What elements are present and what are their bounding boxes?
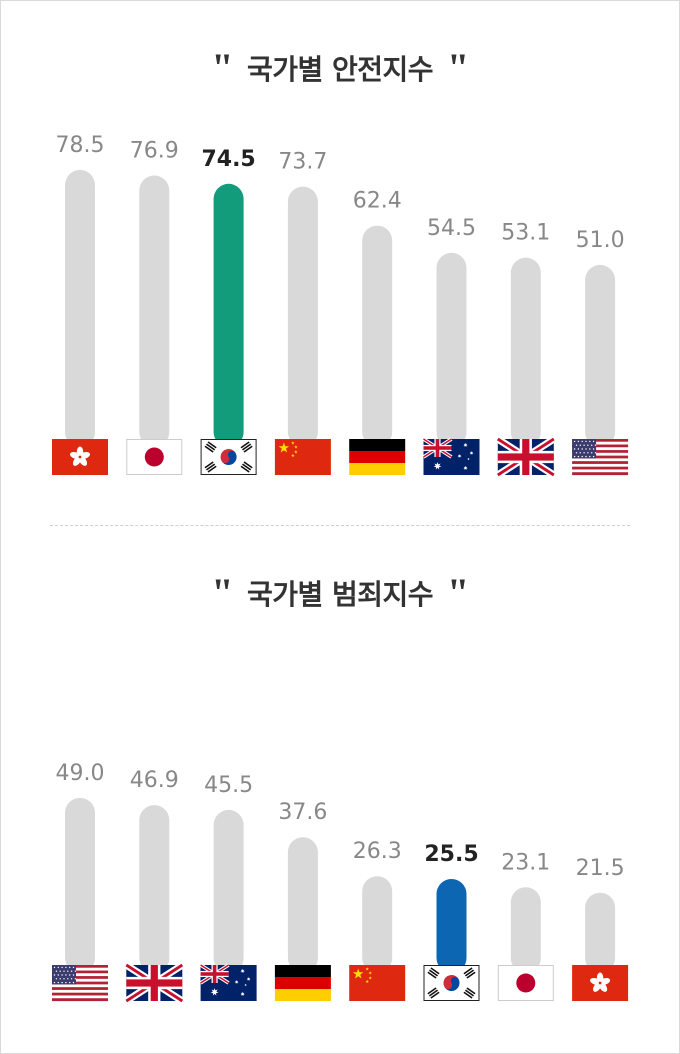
bar-south-korea <box>213 183 244 448</box>
value-label-australia: 54.5 <box>427 216 476 241</box>
value-label-hong-kong: 21.5 <box>576 856 625 881</box>
close-quote-mark: " <box>447 45 469 90</box>
united-states-flag-icon <box>572 439 629 476</box>
hong-kong-flag-icon <box>52 439 108 475</box>
bar-japan <box>139 175 170 447</box>
section-divider <box>50 525 630 526</box>
bar-hong-kong <box>65 170 95 447</box>
crime-index-bar-chart: 49.0 46.9 45.5 37.6 26.3 25.5 23.1 21.5 <box>52 761 629 1005</box>
crime-index-title: " 국가별 범죄지수 " <box>0 573 680 613</box>
open-quote-mark: " <box>211 45 233 90</box>
australia-flag-icon <box>422 437 480 475</box>
crime-index-title-text: 국가별 범죄지수 <box>246 578 434 611</box>
value-label-united-kingdom: 53.1 <box>501 221 550 246</box>
bar-united-states <box>585 264 616 447</box>
united-states-flag-icon <box>52 965 108 1002</box>
germany-flag-icon <box>349 439 406 475</box>
bar-germany <box>362 225 393 447</box>
value-label-united-kingdom: 46.9 <box>130 768 179 793</box>
value-label-hong-kong: 78.5 <box>56 133 105 158</box>
bar-germany <box>287 837 318 973</box>
bar-united-kingdom <box>139 805 170 973</box>
value-label-japan: 23.1 <box>501 850 550 875</box>
united-kingdom-flag-icon <box>124 961 185 1005</box>
value-label-germany: 37.6 <box>278 800 327 825</box>
open-quote-mark: " <box>211 570 233 615</box>
bar-japan <box>510 887 541 973</box>
japan-flag-icon <box>497 965 554 1001</box>
australia-flag-icon <box>199 963 257 1001</box>
value-label-united-states: 51.0 <box>576 228 625 253</box>
bar-hong-kong <box>585 892 616 973</box>
bar-united-kingdom <box>510 257 541 447</box>
close-quote-mark: " <box>447 570 469 615</box>
safety-index-title-text: 국가별 안전지수 <box>246 53 434 86</box>
value-label-germany: 62.4 <box>353 189 402 214</box>
china-flag-icon <box>274 439 331 475</box>
bar-australia <box>213 809 244 973</box>
bar-china <box>287 186 318 447</box>
united-kingdom-flag-icon <box>495 435 556 479</box>
value-label-australia: 45.5 <box>204 773 253 798</box>
value-label-japan: 76.9 <box>130 139 179 164</box>
value-label-china: 73.7 <box>278 150 327 175</box>
japan-flag-icon <box>126 439 183 475</box>
value-label-south-korea: 74.5 <box>201 147 255 172</box>
bar-australia <box>436 252 467 447</box>
bar-china <box>362 876 393 973</box>
bar-united-states <box>65 797 95 973</box>
value-label-south-korea: 25.5 <box>424 842 478 867</box>
value-label-united-states: 49.0 <box>56 761 105 786</box>
south-korea-flag-icon <box>200 439 257 475</box>
china-flag-icon <box>349 965 406 1001</box>
hong-kong-flag-icon <box>572 965 629 1001</box>
bar-south-korea <box>436 878 467 973</box>
germany-flag-icon <box>274 965 331 1001</box>
value-label-china: 26.3 <box>353 839 402 864</box>
south-korea-flag-icon <box>423 965 480 1001</box>
safety-index-title: " 국가별 안전지수 " <box>0 48 680 88</box>
safety-index-bar-chart: 78.5 76.9 74.5 73.7 62.4 54.5 53.1 51.0 <box>52 133 629 479</box>
